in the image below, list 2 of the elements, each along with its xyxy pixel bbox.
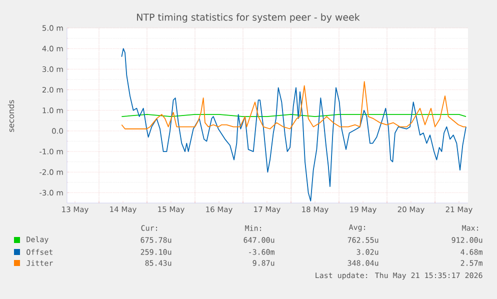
chart-title: NTP timing statistics for system peer - by week xyxy=(137,13,360,23)
line-series xyxy=(121,48,466,202)
